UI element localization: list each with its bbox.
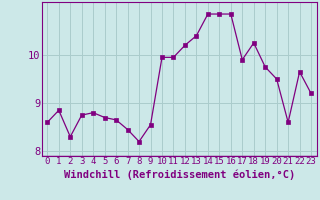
X-axis label: Windchill (Refroidissement éolien,°C): Windchill (Refroidissement éolien,°C) xyxy=(64,169,295,180)
